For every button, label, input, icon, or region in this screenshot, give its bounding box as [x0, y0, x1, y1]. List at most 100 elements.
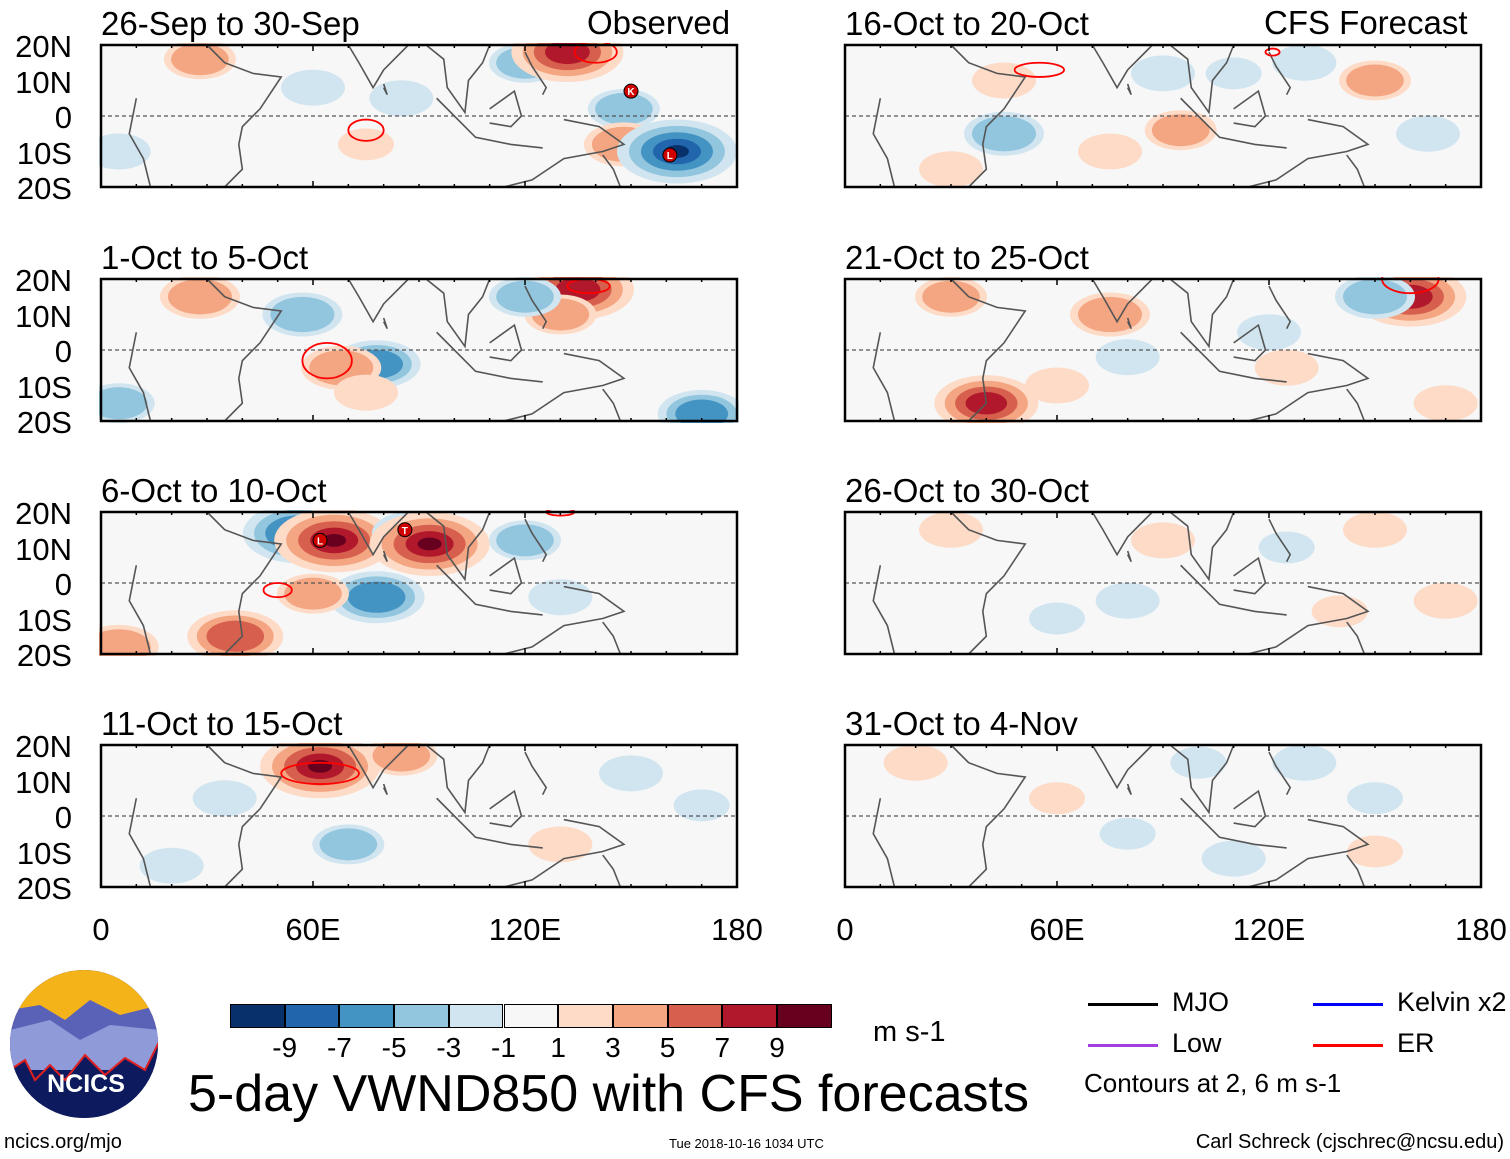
cyclone-icon	[312, 532, 328, 548]
coastline	[524, 285, 548, 330]
coastline	[1180, 97, 1287, 149]
footer-url[interactable]: ncics.org/mjo	[4, 1131, 122, 1153]
wind-anomaly-blob	[1343, 511, 1407, 548]
wind-anomaly-blob	[1131, 55, 1195, 92]
wind-anomaly-blob	[1095, 582, 1160, 619]
cyclone-icon	[623, 83, 639, 99]
wind-anomaly-blob	[99, 133, 151, 170]
er-contour	[262, 582, 293, 599]
y-tick-label: 10S	[16, 602, 72, 638]
coastline	[1169, 511, 1235, 582]
colorbar-label: 7	[714, 1032, 731, 1063]
cyclone-icon	[397, 522, 413, 538]
coastline	[1180, 331, 1287, 383]
coastline	[1169, 278, 1235, 349]
coastline	[1346, 154, 1366, 188]
coastline	[1180, 564, 1287, 616]
x-tick-label: 0	[92, 912, 110, 947]
x-tick-label: 120E	[1232, 912, 1306, 947]
legend-label: ER	[1397, 1028, 1435, 1058]
coastline	[503, 118, 626, 188]
wind-anomaly-blob	[883, 744, 948, 781]
wind-anomaly-blob	[1346, 64, 1404, 97]
legend-label: MJO	[1172, 987, 1229, 1017]
wind-anomaly-blob	[1347, 782, 1403, 815]
coastline	[950, 511, 1027, 655]
coastline	[1126, 783, 1132, 796]
y-tick-label: 20N	[15, 496, 72, 531]
y-tick-label: 20S	[16, 638, 72, 673]
coastline	[206, 744, 283, 888]
footer-timestamp: Tue 2018-10-16 1034 UTC	[669, 1136, 824, 1151]
coastline	[347, 44, 409, 90]
coastline	[503, 818, 626, 888]
legend-line-mjo	[1088, 1003, 1158, 1006]
wind-anomaly-blob	[1272, 44, 1337, 81]
wind-anomaly-blob	[99, 629, 151, 656]
wind-anomaly-blob	[1347, 835, 1403, 868]
legend-line-er	[1313, 1044, 1383, 1047]
coastline	[1169, 44, 1235, 115]
coastline	[602, 154, 622, 188]
coastline	[1268, 51, 1292, 96]
coastline	[347, 511, 409, 557]
y-tick-label: 10N	[15, 531, 72, 567]
x-tick-label: 180	[1455, 912, 1507, 947]
y-tick-label: 10S	[16, 369, 72, 405]
wind-anomaly-blob	[139, 847, 204, 884]
wind-anomaly-blob	[1099, 817, 1156, 850]
coastline	[382, 550, 388, 563]
wind-anomaly-blob	[369, 80, 434, 117]
y-tick-label: 0	[54, 334, 72, 369]
wind-anomaly-blob	[338, 128, 394, 161]
colorbar-swatch	[612, 1004, 668, 1028]
y-tick-label: 20S	[16, 171, 72, 206]
coastline	[206, 278, 283, 422]
wind-anomaly-blob	[284, 577, 342, 610]
coastline	[1247, 818, 1370, 888]
wind-anomaly-blob	[1237, 314, 1301, 351]
wind-anomaly-blob	[171, 43, 229, 76]
ncics-logo: NCICS	[10, 970, 158, 1118]
wind-anomaly-blob	[319, 828, 378, 861]
colorbar-label: -3	[436, 1032, 462, 1063]
coastline	[206, 44, 283, 188]
colorbar-swatch	[558, 1004, 613, 1028]
coastline	[503, 352, 626, 422]
panel-title: 6-Oct to 10-Oct	[101, 472, 327, 509]
contour-note: Contours at 2, 6 m s-1	[1084, 1068, 1342, 1098]
wind-anomaly-blob	[167, 279, 232, 315]
coastline	[1247, 118, 1370, 188]
coastline	[1247, 352, 1370, 422]
footer-author: Carl Schreck (cjschrec@ncsu.edu)	[1195, 1131, 1504, 1153]
coastline	[436, 97, 543, 149]
colorbar-swatch	[667, 1004, 723, 1028]
coastline	[382, 83, 388, 96]
coastline	[524, 751, 548, 796]
y-tick-label: 10S	[16, 135, 72, 171]
wind-anomaly-blob	[334, 374, 398, 411]
er-contour	[347, 118, 385, 142]
wind-anomaly-blob	[528, 579, 593, 616]
wind-anomaly-blob	[1272, 744, 1337, 781]
coastline	[1091, 744, 1153, 790]
wind-anomaly-blob	[675, 399, 729, 423]
coastline	[436, 331, 543, 383]
wind-anomaly-blob	[1029, 782, 1085, 815]
wind-anomaly-blob	[972, 62, 1036, 99]
wind-anomaly-blob	[322, 534, 347, 547]
coastline	[206, 511, 283, 655]
coastline	[602, 388, 622, 422]
coastline	[425, 744, 491, 815]
panel-title: 16-Oct to 20-Oct	[845, 5, 1089, 42]
coastline	[382, 317, 388, 330]
coastline	[503, 585, 626, 655]
wind-anomaly-blob	[417, 537, 442, 551]
wind-anomaly-blob	[599, 755, 663, 792]
coastline	[1346, 854, 1366, 888]
y-tick-label: 20N	[15, 263, 72, 298]
colorbar-label: 3	[605, 1032, 621, 1063]
legend-label: Low	[1172, 1028, 1222, 1058]
colorbar-swatch	[339, 1004, 395, 1028]
